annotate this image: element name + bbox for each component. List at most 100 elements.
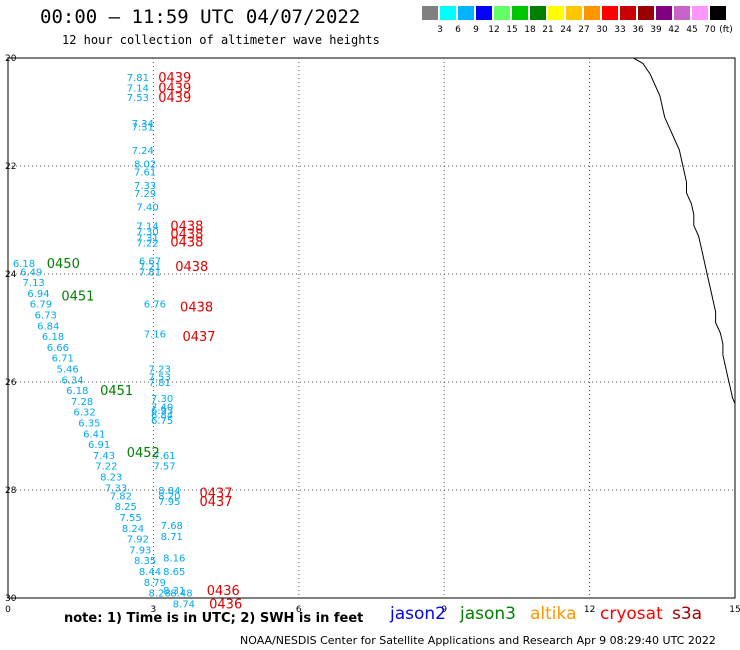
y-tick-label: 20 <box>5 54 17 64</box>
swh-value: 8.16 <box>163 554 185 565</box>
colorbar-unit: (ft) <box>719 25 733 35</box>
swh-value: 6.94 <box>27 289 49 300</box>
swh-value: 6.66 <box>47 343 69 354</box>
colorbar-label: 70 <box>704 25 716 35</box>
swh-value: 6.35 <box>78 419 100 430</box>
swh-value: 5.46 <box>56 365 78 376</box>
map-frame <box>7 57 736 599</box>
x-tick-label: 12 <box>584 605 595 615</box>
pass-time-s3a: 0436 <box>207 584 240 599</box>
x-tick-label: 6 <box>296 605 302 615</box>
colorbar-label: 24 <box>560 25 572 35</box>
swh-value: 7.81 <box>149 378 171 389</box>
swh-value: 7.14 <box>136 221 158 232</box>
swh-value: 8.31 <box>163 586 185 597</box>
y-tick-label: 22 <box>5 162 16 172</box>
colorbar-label: 27 <box>578 25 590 35</box>
footnote: note: 1) Time is in UTC; 2) SWH is in fe… <box>64 611 364 626</box>
swh-value: 7.55 <box>119 513 141 524</box>
legend-s3a: s3a <box>672 604 703 624</box>
swh-value: 7.31 <box>136 233 158 244</box>
pass-time-s3a: 0438 <box>170 228 203 243</box>
pass-time-s3a: 0438 <box>180 300 213 315</box>
axis-ticks: 20 22 24 26 28 300 3 6 9 12 15 <box>5 54 740 615</box>
swh-value: 7.53 <box>149 373 171 384</box>
swh-value: 6.75 <box>151 416 173 427</box>
swh-value: 7.61 <box>153 451 175 462</box>
swh-value: 7.57 <box>153 462 175 473</box>
pass-time-jason3: 0450 <box>47 257 80 272</box>
y-tick-label: 30 <box>5 594 17 604</box>
pass-time-jason3: 0451 <box>100 384 133 399</box>
swh-value: 7.33 <box>105 483 127 494</box>
colorbar-label: 3 <box>437 25 443 35</box>
swh-value: 7.33 <box>134 181 156 192</box>
legend-cryosat: cryosat <box>600 604 663 624</box>
swh-value: 7.29 <box>134 189 156 200</box>
swh-value: 6.34 <box>61 375 83 386</box>
colorbar-swatch <box>458 6 474 20</box>
x-tick-label: 15 <box>729 605 740 615</box>
swh-value: 8.35 <box>134 556 156 567</box>
x-tick-label: 9 <box>441 605 447 615</box>
pass-time-s3a: 0437 <box>182 330 215 345</box>
swh-value: 7.93 <box>129 545 151 556</box>
swh-value: 6.18 <box>66 386 88 397</box>
colorbar-label: 21 <box>542 25 554 35</box>
colorbar-label: 30 <box>596 25 608 35</box>
colorbar-label: 33 <box>614 25 626 35</box>
colorbar-swatch <box>566 6 582 20</box>
swh-value: 7.30 <box>136 227 158 238</box>
swh-value: 8.28 <box>149 589 171 600</box>
swh-value: 8.25 <box>115 502 137 513</box>
colorbar-swatch <box>530 6 546 20</box>
pass-time-jason3: 0452 <box>127 446 160 461</box>
swh-value: 6.84 <box>151 410 173 421</box>
swh-value: 7.24 <box>132 146 154 157</box>
colorbar-swatch <box>710 6 726 20</box>
swh-value: 8.79 <box>144 578 166 589</box>
swh-value: 7.34 <box>132 119 154 130</box>
swh-value: 7.22 <box>95 462 117 473</box>
swh-value: 7.28 <box>71 397 93 408</box>
x-tick-label: 3 <box>151 605 157 615</box>
map-subtitle: 12 hour collection of altimeter wave hei… <box>62 33 380 47</box>
swh-value: 6.18 <box>13 259 35 270</box>
map-grid <box>8 58 735 598</box>
swh-value: 6.67 <box>139 257 161 268</box>
colorbar-label: 42 <box>668 25 680 35</box>
swh-value: 8.48 <box>170 589 192 600</box>
y-tick-label: 24 <box>5 270 17 280</box>
swh-value: 7.81 <box>127 73 149 84</box>
colorbar-swatch <box>656 6 672 20</box>
swh-value: 6.84 <box>37 321 59 332</box>
colorbar-swatch <box>422 6 438 20</box>
colorbar-swatch <box>494 6 510 20</box>
colorbar-swatch <box>638 6 654 20</box>
swh-value: 7.61 <box>134 167 156 178</box>
colorbar-swatch <box>674 6 690 20</box>
pass-time-s3a: 0438 <box>170 236 203 251</box>
swh-value: 8.74 <box>173 599 195 610</box>
colorbar-label: 36 <box>632 25 644 35</box>
pass-time-s3a: 0438 <box>170 219 203 234</box>
pass-time-s3a: 0439 <box>158 71 191 86</box>
observation-labels: 7.817.147.537.347.317.248.027.617.337.29… <box>13 71 242 613</box>
swh-value: 8.71 <box>161 532 183 543</box>
pass-time-s3a: 0438 <box>175 260 208 275</box>
colorbar-swatch <box>512 6 528 20</box>
pass-time-s3a: 0436 <box>209 597 242 612</box>
swh-value: 7.40 <box>136 203 158 214</box>
swh-value: 7.21 <box>139 262 161 273</box>
y-tick-label: 26 <box>5 378 17 388</box>
pass-time-s3a: 0439 <box>158 91 191 106</box>
swh-value: 8.84 <box>158 486 180 497</box>
swh-value: 7.16 <box>144 329 166 340</box>
colorbar-label: 6 <box>455 25 461 35</box>
map-title: 00:00 – 11:59 UTC 04/07/2022 <box>40 6 361 28</box>
swh-value: 6.76 <box>144 300 166 311</box>
x-tick-label: 0 <box>5 605 11 615</box>
swh-value: 7.53 <box>127 93 149 104</box>
legend-jason3: jason3 <box>460 604 516 624</box>
